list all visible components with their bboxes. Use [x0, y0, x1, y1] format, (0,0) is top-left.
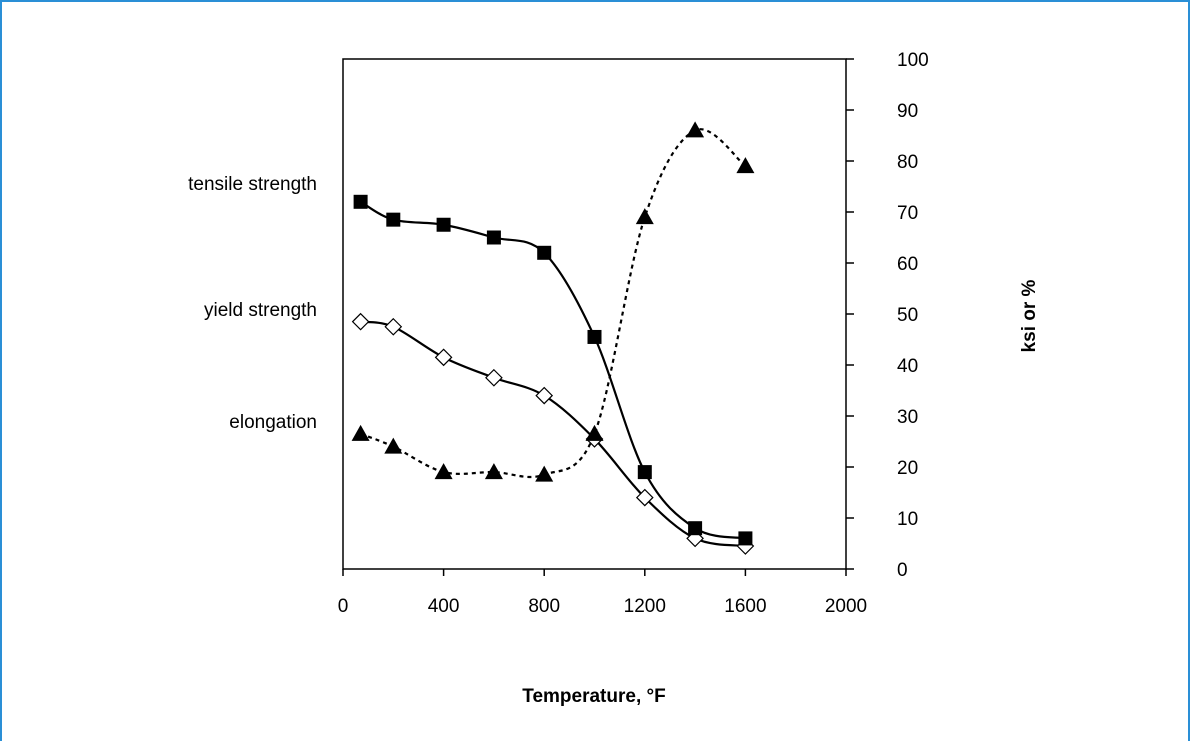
legend-entry: yield strength — [204, 300, 317, 321]
y-tick-label: 100 — [897, 50, 929, 71]
data-point — [535, 465, 554, 482]
data-point — [351, 424, 370, 441]
data-point — [535, 386, 554, 405]
plot-area — [342, 58, 847, 570]
y-tick-label: 40 — [897, 356, 918, 377]
data-point — [635, 488, 654, 507]
x-tick-label: 1600 — [724, 596, 766, 617]
legend-entry: tensile strength — [188, 174, 317, 195]
data-point — [635, 208, 654, 225]
x-tick-label: 1200 — [624, 596, 666, 617]
data-point — [686, 121, 705, 138]
frame-border-right — [1188, 0, 1190, 741]
data-point — [353, 194, 368, 209]
data-point — [484, 463, 503, 480]
y-tick-label: 80 — [897, 152, 918, 173]
series-line — [360, 200, 746, 540]
data-point — [351, 312, 370, 331]
data-point — [436, 217, 451, 232]
series-yield-strength — [351, 312, 755, 555]
y-tick-label: 30 — [897, 407, 918, 428]
y-tick-label: 50 — [897, 305, 918, 326]
data-point — [537, 245, 552, 260]
y-tick-label: 90 — [897, 101, 918, 122]
data-point — [738, 531, 753, 546]
legend-entry: elongation — [229, 412, 317, 433]
y-tick-label: 70 — [897, 203, 918, 224]
data-point — [688, 521, 703, 536]
series-tensile-strength — [353, 194, 753, 546]
data-point — [434, 348, 453, 367]
data-point — [587, 329, 602, 344]
series-line — [360, 128, 747, 479]
series-line — [360, 320, 746, 548]
data-point — [585, 424, 604, 441]
y-tick-label: 0 — [897, 560, 908, 581]
y-tick-label: 10 — [897, 509, 918, 530]
data-point — [434, 463, 453, 480]
data-point — [486, 230, 501, 245]
y-axis-label: ksi or % — [1019, 279, 1040, 352]
data-point — [736, 157, 755, 174]
y-tick-label: 20 — [897, 458, 918, 479]
x-tick-label: 2000 — [825, 596, 867, 617]
frame-border-left — [0, 0, 2, 741]
x-axis-label: Temperature, °F — [522, 686, 665, 707]
data-point — [384, 317, 403, 336]
data-point — [637, 465, 652, 480]
data-point — [485, 368, 503, 387]
series-elongation — [351, 121, 755, 482]
x-tick-label: 800 — [528, 596, 560, 617]
x-tick-label: 400 — [428, 596, 460, 617]
data-point — [386, 212, 401, 227]
data-point — [384, 437, 403, 454]
x-tick-label: 0 — [338, 596, 349, 617]
y-tick-label: 60 — [897, 254, 918, 275]
frame-border-top — [0, 0, 1190, 2]
